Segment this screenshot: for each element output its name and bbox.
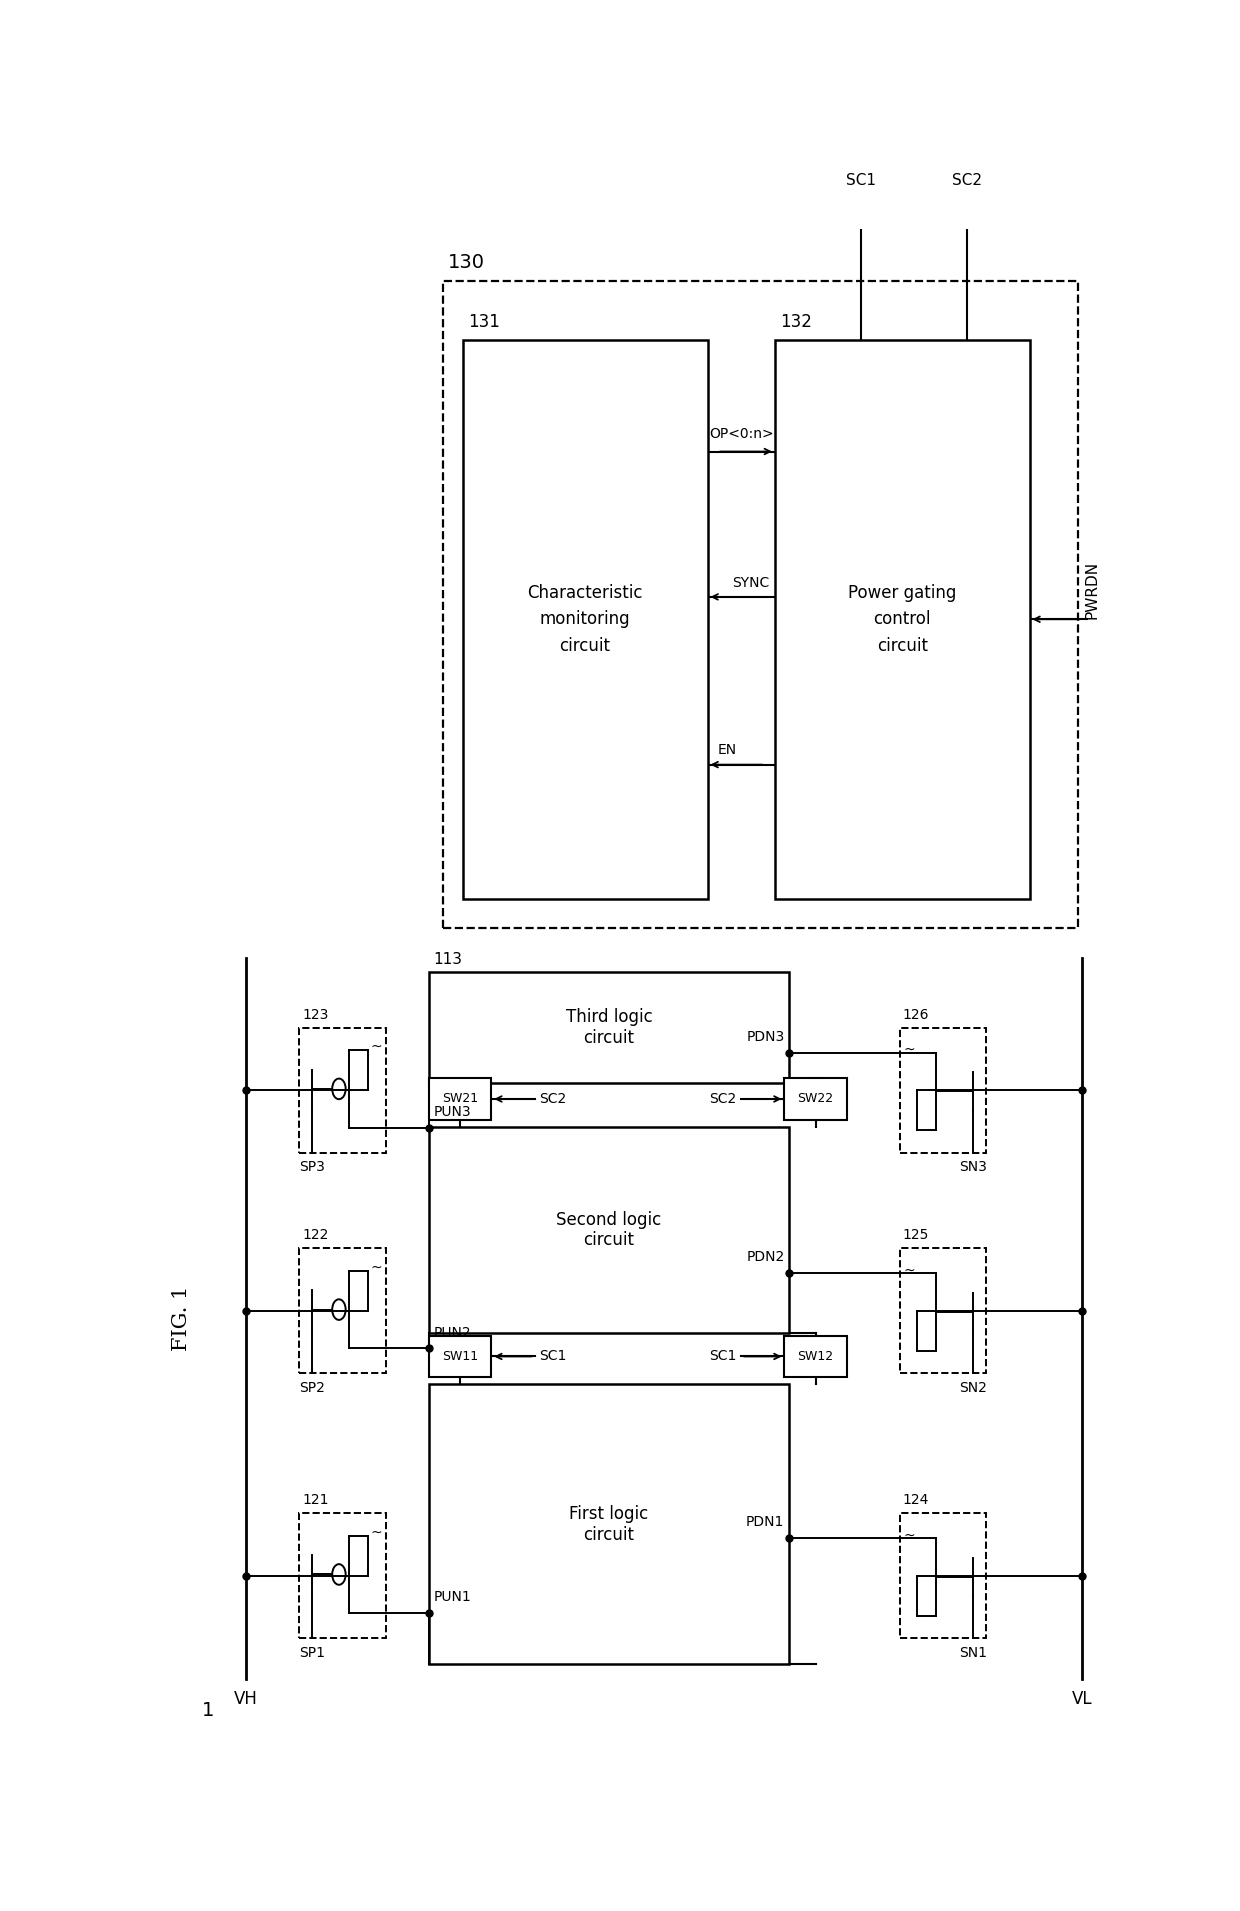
Text: SP1: SP1 (299, 1645, 325, 1659)
Text: SN2: SN2 (960, 1382, 987, 1395)
Text: 112: 112 (434, 1106, 463, 1122)
Bar (444, 281, 1078, 929)
Bar (785, 1336, 847, 1378)
Bar (785, 1078, 847, 1120)
Text: SC1: SC1 (847, 174, 877, 187)
Text: SC2: SC2 (709, 1091, 737, 1106)
Text: FIG. 1: FIG. 1 (172, 1286, 191, 1351)
Text: Power gating
control
circuit: Power gating control circuit (848, 585, 956, 655)
Text: 121: 121 (303, 1492, 329, 1508)
Bar (429, 1127, 789, 1334)
Text: 131: 131 (469, 313, 500, 331)
Bar (429, 1078, 491, 1120)
Text: 122: 122 (303, 1229, 329, 1242)
Text: First logic
circuit: First logic circuit (569, 1504, 649, 1544)
Text: SN3: SN3 (960, 1160, 987, 1173)
Text: 1: 1 (202, 1701, 215, 1720)
Text: PWRDN: PWRDN (1085, 562, 1100, 619)
Text: SC1: SC1 (709, 1349, 737, 1363)
Bar (429, 1336, 491, 1378)
Bar (900, 1248, 986, 1374)
Text: SW12: SW12 (797, 1349, 833, 1363)
Text: VH: VH (234, 1691, 258, 1708)
Text: 125: 125 (903, 1229, 929, 1242)
Text: 123: 123 (303, 1007, 329, 1022)
Text: ~: ~ (370, 1261, 382, 1275)
Bar (299, 1514, 386, 1638)
Text: ~: ~ (370, 1525, 382, 1540)
Text: SN1: SN1 (960, 1645, 987, 1659)
Text: SP2: SP2 (299, 1382, 325, 1395)
Text: SYNC: SYNC (732, 575, 770, 589)
Text: 111: 111 (434, 1364, 463, 1378)
Text: PUN3: PUN3 (434, 1105, 471, 1118)
Text: 132: 132 (781, 313, 812, 331)
Text: 130: 130 (448, 252, 485, 271)
Bar (429, 1384, 789, 1664)
Bar (775, 340, 1029, 898)
Text: ~: ~ (904, 1529, 915, 1542)
Text: SW11: SW11 (441, 1349, 479, 1363)
Text: SC1: SC1 (539, 1349, 567, 1363)
Bar (429, 973, 789, 1084)
Text: Characteristic
monitoring
circuit: Characteristic monitoring circuit (527, 585, 642, 655)
Text: PUN1: PUN1 (434, 1590, 471, 1605)
Text: SC2: SC2 (952, 174, 982, 187)
Text: SP3: SP3 (299, 1160, 325, 1173)
Text: 113: 113 (434, 952, 463, 967)
Text: VL: VL (1073, 1691, 1092, 1708)
Text: ~: ~ (904, 1043, 915, 1057)
Bar (299, 1028, 386, 1152)
Text: SC2: SC2 (539, 1091, 567, 1106)
Text: OP<0:n>: OP<0:n> (709, 428, 774, 441)
Text: PDN3: PDN3 (746, 1030, 785, 1043)
Bar (900, 1028, 986, 1152)
Bar (900, 1514, 986, 1638)
Text: SW21: SW21 (441, 1093, 479, 1105)
Bar (299, 1248, 386, 1374)
Text: Second logic
circuit: Second logic circuit (557, 1210, 662, 1250)
Bar (463, 340, 708, 898)
Text: SW22: SW22 (797, 1093, 833, 1105)
Text: 126: 126 (903, 1007, 929, 1022)
Text: Third logic
circuit: Third logic circuit (565, 1009, 652, 1047)
Text: PDN1: PDN1 (746, 1515, 785, 1529)
Text: ~: ~ (370, 1040, 382, 1055)
Text: 124: 124 (903, 1492, 929, 1508)
Text: PDN2: PDN2 (746, 1250, 785, 1265)
Text: PUN2: PUN2 (434, 1326, 471, 1340)
Text: ~: ~ (904, 1263, 915, 1277)
Text: EN: EN (717, 743, 737, 757)
